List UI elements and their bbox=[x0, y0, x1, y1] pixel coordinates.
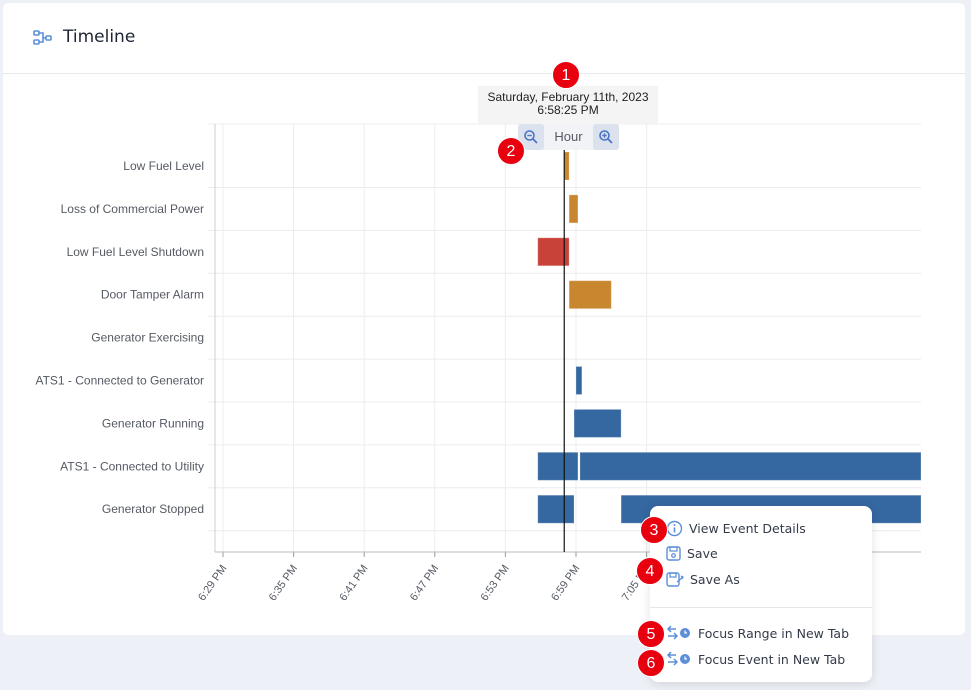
time-tick-label: 6:41 PM bbox=[337, 563, 370, 603]
row-label: Generator Stopped bbox=[102, 502, 204, 516]
row-label: Low Fuel Level Shutdown bbox=[67, 245, 204, 259]
event-bar bbox=[537, 451, 579, 481]
row-label: ATS1 - Connected to Utility bbox=[60, 459, 204, 473]
menu-item-save[interactable]: Save bbox=[666, 546, 718, 561]
time-tick-label: 6:59 PM bbox=[549, 563, 582, 603]
row-label: Generator Running bbox=[102, 416, 204, 430]
event-bar bbox=[579, 451, 922, 481]
menu-item-label: Focus Range in New Tab bbox=[698, 626, 850, 641]
event-bar bbox=[568, 280, 612, 310]
zoom-in-button[interactable] bbox=[593, 124, 619, 150]
callout-badge-3: 3 bbox=[640, 516, 668, 544]
save-as-icon bbox=[666, 572, 684, 587]
info-icon bbox=[666, 520, 683, 537]
callout-badge-4: 4 bbox=[636, 557, 664, 585]
menu-item-view-event-details[interactable]: View Event Details bbox=[666, 520, 806, 537]
time-tick-label: 6:29 PM bbox=[196, 563, 229, 603]
row-label: ATS1 - Connected to Generator bbox=[35, 374, 204, 388]
zoom-in-icon bbox=[599, 130, 613, 144]
save-icon bbox=[666, 546, 681, 561]
menu-item-focus-event[interactable]: Focus Event in New Tab bbox=[666, 651, 845, 668]
callout-badge-6: 6 bbox=[637, 649, 665, 677]
zoom-out-icon bbox=[524, 130, 538, 144]
event-bar bbox=[537, 494, 575, 524]
context-menu: View Event Details Save Save As Focus Ra… bbox=[650, 506, 872, 682]
timeline-icon bbox=[33, 30, 52, 45]
time-tick-label: 6:53 PM bbox=[479, 563, 512, 603]
row-label: Loss of Commercial Power bbox=[61, 202, 204, 216]
focus-event-icon bbox=[666, 651, 690, 666]
focus-range-icon bbox=[666, 625, 690, 640]
page-title: Timeline bbox=[63, 27, 136, 47]
time-tick-label: 6:35 PM bbox=[267, 563, 300, 603]
row-label: Door Tamper Alarm bbox=[101, 288, 204, 302]
row-label: Generator Exercising bbox=[91, 331, 204, 345]
tooltip-date: Saturday, February 11th, 2023 bbox=[487, 90, 649, 104]
zoom-level-label: Hour bbox=[554, 129, 583, 144]
callout-badge-5: 5 bbox=[637, 620, 665, 648]
time-tick-label: 6:47 PM bbox=[408, 563, 441, 603]
menu-item-save-as[interactable]: Save As bbox=[666, 572, 740, 587]
menu-divider bbox=[650, 607, 872, 608]
tooltip-time: 6:58:25 PM bbox=[537, 103, 599, 117]
menu-item-label: Save As bbox=[690, 572, 740, 587]
zoom-control: Hour bbox=[518, 124, 619, 150]
event-bar bbox=[573, 408, 622, 438]
event-bar bbox=[568, 194, 579, 224]
menu-item-label: Save bbox=[687, 546, 718, 561]
menu-item-focus-range[interactable]: Focus Range in New Tab bbox=[666, 625, 849, 642]
row-label: Low Fuel Level bbox=[123, 159, 204, 173]
event-bar bbox=[575, 366, 583, 395]
callout-badge-1: 1 bbox=[552, 61, 580, 89]
cursor-tooltip: Saturday, February 11th, 2023 6:58:25 PM bbox=[478, 86, 658, 124]
menu-item-label: View Event Details bbox=[689, 521, 806, 536]
event-bar bbox=[563, 151, 570, 181]
menu-item-label: Focus Event in New Tab bbox=[698, 652, 846, 667]
card-header: Timeline bbox=[3, 3, 965, 74]
callout-badge-2: 2 bbox=[497, 137, 525, 165]
